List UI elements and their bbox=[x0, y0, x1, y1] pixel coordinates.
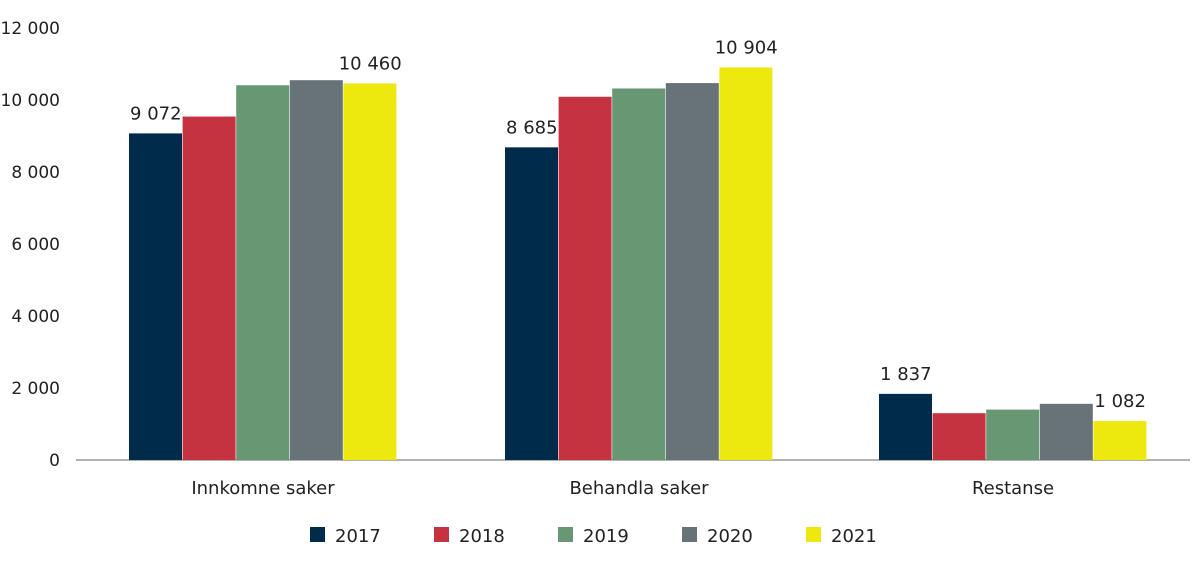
y-tick-label: 12 000 bbox=[1, 19, 60, 39]
data-label: 1 837 bbox=[880, 364, 932, 385]
bar-2019-1 bbox=[612, 88, 666, 460]
y-tick-label: 0 bbox=[49, 451, 60, 471]
legend-swatch-2020 bbox=[682, 527, 697, 542]
category-label: Restanse bbox=[972, 478, 1054, 499]
data-label: 9 072 bbox=[130, 103, 182, 124]
category-label: Innkomne saker bbox=[191, 478, 335, 499]
legend-label: 2019 bbox=[583, 526, 629, 547]
bar-2020-0 bbox=[289, 80, 343, 460]
bar-2020-2 bbox=[1039, 403, 1093, 460]
data-label: 8 685 bbox=[506, 117, 558, 138]
y-tick-label: 6 000 bbox=[11, 235, 60, 255]
bar-2017-0 bbox=[129, 133, 182, 460]
data-label: 1 082 bbox=[1094, 391, 1146, 412]
bar-2021-1 bbox=[719, 67, 773, 461]
data-label: 10 904 bbox=[715, 37, 778, 58]
legend-swatch-2021 bbox=[806, 527, 821, 542]
y-tick-label: 8 000 bbox=[11, 163, 60, 183]
y-tick-label: 4 000 bbox=[11, 307, 60, 327]
y-tick-label: 2 000 bbox=[11, 379, 60, 399]
category-label: Behandla saker bbox=[569, 478, 709, 499]
legend-swatch-2017 bbox=[310, 527, 325, 542]
legend-label: 2020 bbox=[707, 526, 753, 547]
y-tick-label: 10 000 bbox=[1, 91, 60, 111]
bar-2018-0 bbox=[182, 116, 236, 460]
legend-label: 2021 bbox=[831, 526, 877, 547]
data-label: 10 460 bbox=[339, 53, 402, 74]
bar-2020-1 bbox=[665, 83, 719, 460]
bar-2019-2 bbox=[986, 409, 1040, 460]
legend-swatch-2018 bbox=[434, 527, 449, 542]
bar-2021-0 bbox=[343, 83, 397, 460]
bar-2018-2 bbox=[932, 413, 986, 460]
legend-swatch-2019 bbox=[558, 527, 573, 542]
bar-2018-1 bbox=[558, 96, 612, 460]
bar-2017-1 bbox=[505, 147, 558, 460]
legend-label: 2018 bbox=[459, 526, 505, 547]
legend-label: 2017 bbox=[335, 526, 381, 547]
bar-2019-0 bbox=[236, 85, 290, 461]
bar-2021-2 bbox=[1093, 421, 1147, 460]
bar-2017-2 bbox=[879, 393, 932, 460]
